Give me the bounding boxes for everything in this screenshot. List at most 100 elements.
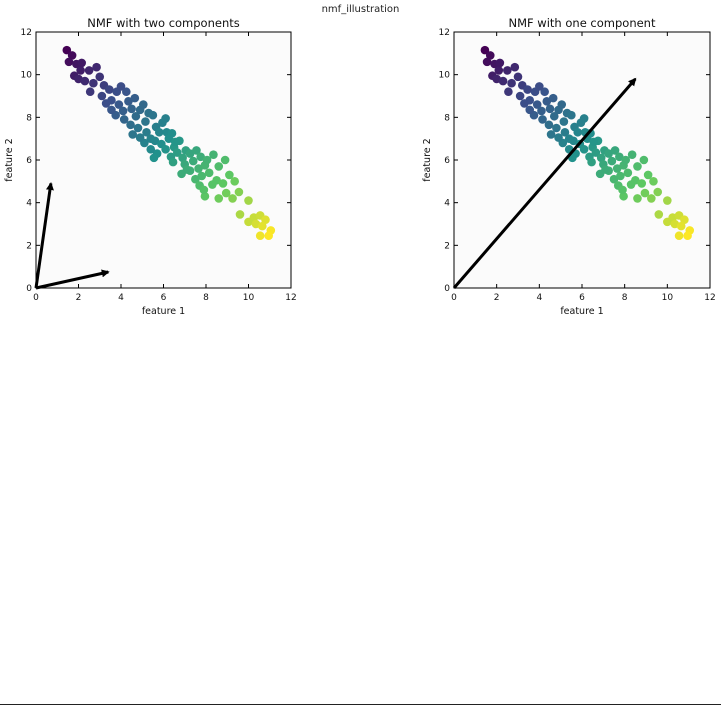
data-point bbox=[633, 162, 642, 171]
y-tick-label: 12 bbox=[439, 28, 450, 38]
data-point bbox=[637, 179, 647, 188]
data-point bbox=[579, 114, 589, 123]
data-point bbox=[173, 148, 182, 157]
data-point bbox=[626, 180, 636, 189]
x-tick-label: 8 bbox=[203, 293, 209, 303]
x-axis-label: feature 1 bbox=[142, 306, 185, 317]
data-point bbox=[485, 51, 495, 60]
data-point bbox=[264, 231, 273, 241]
data-point bbox=[674, 231, 684, 241]
y-tick-label: 4 bbox=[26, 199, 32, 209]
data-point bbox=[149, 153, 159, 163]
data-point bbox=[116, 82, 126, 91]
data-point bbox=[633, 194, 642, 203]
data-point bbox=[549, 111, 559, 121]
data-point bbox=[204, 168, 214, 178]
data-point bbox=[114, 100, 124, 109]
plot-frame bbox=[35, 31, 292, 289]
data-point bbox=[119, 115, 129, 124]
data-point bbox=[77, 58, 86, 68]
data-point bbox=[150, 136, 160, 146]
data-point bbox=[228, 194, 237, 203]
data-point bbox=[545, 104, 555, 114]
data-point bbox=[663, 217, 672, 227]
data-point bbox=[542, 97, 552, 106]
component-arrow bbox=[452, 77, 637, 289]
data-point bbox=[503, 66, 512, 75]
x-tick-label: 8 bbox=[622, 293, 628, 303]
data-point bbox=[161, 145, 170, 154]
y-tick-label: 2 bbox=[26, 241, 32, 251]
data-point bbox=[64, 57, 74, 67]
data-point bbox=[105, 85, 114, 94]
data-point bbox=[130, 93, 140, 103]
data-point bbox=[168, 157, 178, 167]
data-point bbox=[612, 164, 622, 173]
y-axis-label: feature 2 bbox=[4, 138, 15, 181]
data-point bbox=[480, 45, 490, 55]
data-point bbox=[230, 177, 239, 186]
data-point bbox=[255, 231, 265, 241]
data-point bbox=[85, 87, 95, 97]
data-point bbox=[135, 133, 145, 142]
data-point bbox=[244, 196, 253, 205]
data-point bbox=[559, 117, 569, 126]
data-point bbox=[649, 177, 658, 186]
data-point bbox=[141, 117, 150, 126]
data-point bbox=[607, 156, 617, 166]
y-tick-label: 0 bbox=[26, 284, 32, 294]
data-point bbox=[185, 149, 195, 158]
bottom-divider bbox=[0, 704, 721, 705]
data-point bbox=[560, 127, 570, 137]
data-point bbox=[84, 66, 94, 75]
data-point bbox=[218, 179, 228, 188]
data-point bbox=[76, 66, 85, 75]
data-point bbox=[546, 130, 556, 139]
data-point bbox=[680, 215, 689, 225]
data-point bbox=[122, 87, 131, 97]
plot-area bbox=[454, 32, 710, 288]
component-arrow bbox=[34, 181, 54, 289]
x-tick-label: 12 bbox=[704, 293, 715, 303]
x-tick-label: 6 bbox=[579, 293, 585, 303]
x-tick-label: 10 bbox=[243, 293, 255, 303]
data-point bbox=[133, 123, 143, 133]
data-point bbox=[587, 157, 596, 167]
data-point bbox=[235, 210, 245, 219]
chart-title: NMF with one component bbox=[509, 16, 656, 30]
data-point bbox=[234, 187, 244, 197]
data-point bbox=[67, 51, 77, 60]
x-tick-label: 10 bbox=[662, 293, 674, 303]
data-point bbox=[139, 100, 148, 109]
data-point bbox=[510, 62, 520, 72]
y-tick-label: 8 bbox=[444, 113, 450, 123]
data-point bbox=[258, 221, 267, 231]
data-point bbox=[154, 127, 164, 137]
data-point bbox=[244, 217, 253, 227]
data-point bbox=[161, 114, 170, 123]
x-tick-label: 2 bbox=[76, 293, 82, 303]
y-tick-label: 0 bbox=[444, 284, 450, 294]
data-point bbox=[197, 171, 207, 181]
data-point bbox=[504, 87, 513, 97]
data-point bbox=[127, 104, 136, 114]
y-tick-label: 2 bbox=[444, 241, 450, 251]
data-point bbox=[535, 82, 544, 91]
data-point bbox=[643, 170, 653, 180]
data-point bbox=[619, 191, 628, 201]
data-point bbox=[548, 93, 558, 103]
data-point bbox=[261, 215, 270, 225]
data-point bbox=[647, 194, 656, 203]
data-point bbox=[209, 150, 218, 159]
data-point bbox=[676, 221, 686, 231]
data-point bbox=[89, 78, 98, 88]
data-point bbox=[618, 185, 627, 195]
data-point bbox=[523, 85, 532, 94]
data-point bbox=[177, 169, 186, 179]
y-tick-label: 6 bbox=[444, 156, 450, 166]
data-point bbox=[214, 194, 224, 203]
chart-panel-one-component: NMF with one component 0 2 4 6 8 10 12 0 2 4 6 8 10 12… bbox=[422, 16, 716, 317]
x-tick-label: 2 bbox=[494, 293, 500, 303]
component-arrow bbox=[35, 269, 110, 290]
data-point bbox=[515, 91, 525, 101]
